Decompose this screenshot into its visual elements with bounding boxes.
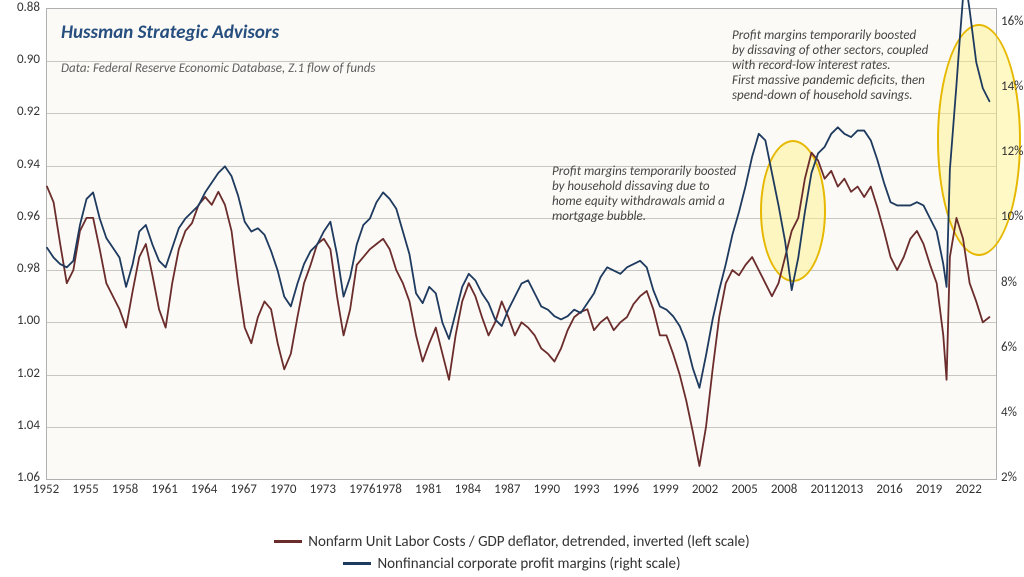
y-left-tick-label: 0.88 xyxy=(4,0,40,15)
legend-label-2: Nonfinancial corporate profit margins (r… xyxy=(377,555,680,573)
x-tick-label: 2013 xyxy=(837,482,863,497)
x-tick-label: 1990 xyxy=(534,482,560,497)
series-line-ulc xyxy=(47,153,989,466)
x-tick-label: 1967 xyxy=(231,482,257,497)
legend-row-2: Nonfinancial corporate profit margins (r… xyxy=(0,552,1024,573)
x-tick-label: 1981 xyxy=(415,482,441,497)
y-left-tick-label: 1.02 xyxy=(4,366,40,381)
x-tick-label: 1955 xyxy=(72,482,98,497)
y-right-tick-label: 10% xyxy=(1001,209,1023,224)
y-left-tick-label: 1.04 xyxy=(4,418,40,433)
y-right-tick-label: 14% xyxy=(1001,79,1023,94)
x-tick-label: 1961 xyxy=(151,482,177,497)
annotation-text: Profit margins temporarily boostedby dis… xyxy=(732,29,928,104)
y-right-tick-label: 12% xyxy=(1001,144,1023,159)
y-left-tick-label: 0.90 xyxy=(4,52,40,67)
x-tick-label: 1964 xyxy=(191,482,217,497)
y-left-tick-label: 0.92 xyxy=(4,104,40,119)
x-tick-label: 1958 xyxy=(112,482,138,497)
x-tick-label: 2022 xyxy=(955,482,981,497)
x-tick-label: 1996 xyxy=(613,482,639,497)
x-tick-label: 1978 xyxy=(376,482,402,497)
y-left-tick-label: 0.98 xyxy=(4,261,40,276)
x-tick-label: 2002 xyxy=(692,482,718,497)
y-right-tick-label: 2% xyxy=(1001,470,1017,485)
x-tick-label: 1999 xyxy=(652,482,678,497)
y-left-tick-label: 1.00 xyxy=(4,313,40,328)
x-tick-label: 2011 xyxy=(810,482,836,497)
annotation-text: Profit margins temporarily boostedby hou… xyxy=(552,165,736,225)
y-right-tick-label: 16% xyxy=(1001,14,1023,29)
x-tick-label: 1987 xyxy=(494,482,520,497)
x-tick-label: 2016 xyxy=(876,482,902,497)
y-right-tick-label: 8% xyxy=(1001,275,1017,290)
x-tick-label: 1973 xyxy=(310,482,336,497)
legend-row-1: Nonfarm Unit Labor Costs / GDP deflator,… xyxy=(0,530,1024,551)
x-tick-label: 1984 xyxy=(455,482,481,497)
y-right-tick-label: 4% xyxy=(1001,405,1017,420)
plot-area: Hussman Strategic Advisors Data: Federal… xyxy=(46,8,997,480)
chart-title: Hussman Strategic Advisors xyxy=(61,21,279,44)
x-tick-label: 2019 xyxy=(916,482,942,497)
x-tick-label: 2008 xyxy=(771,482,797,497)
legend-label-1: Nonfarm Unit Labor Costs / GDP deflator,… xyxy=(308,533,749,551)
y-right-tick-label: 6% xyxy=(1001,340,1017,355)
chart-subtitle: Data: Federal Reserve Economic Database,… xyxy=(61,61,375,76)
legend-swatch-1 xyxy=(274,540,302,543)
y-left-tick-label: 0.96 xyxy=(4,209,40,224)
x-tick-label: 1952 xyxy=(33,482,59,497)
x-tick-label: 1970 xyxy=(270,482,296,497)
x-tick-label: 1976 xyxy=(349,482,375,497)
x-tick-label: 1993 xyxy=(573,482,599,497)
x-tick-label: 2005 xyxy=(731,482,757,497)
chart-container: Hussman Strategic Advisors Data: Federal… xyxy=(0,0,1024,577)
y-left-tick-label: 0.94 xyxy=(4,157,40,172)
legend-swatch-2 xyxy=(343,562,371,565)
